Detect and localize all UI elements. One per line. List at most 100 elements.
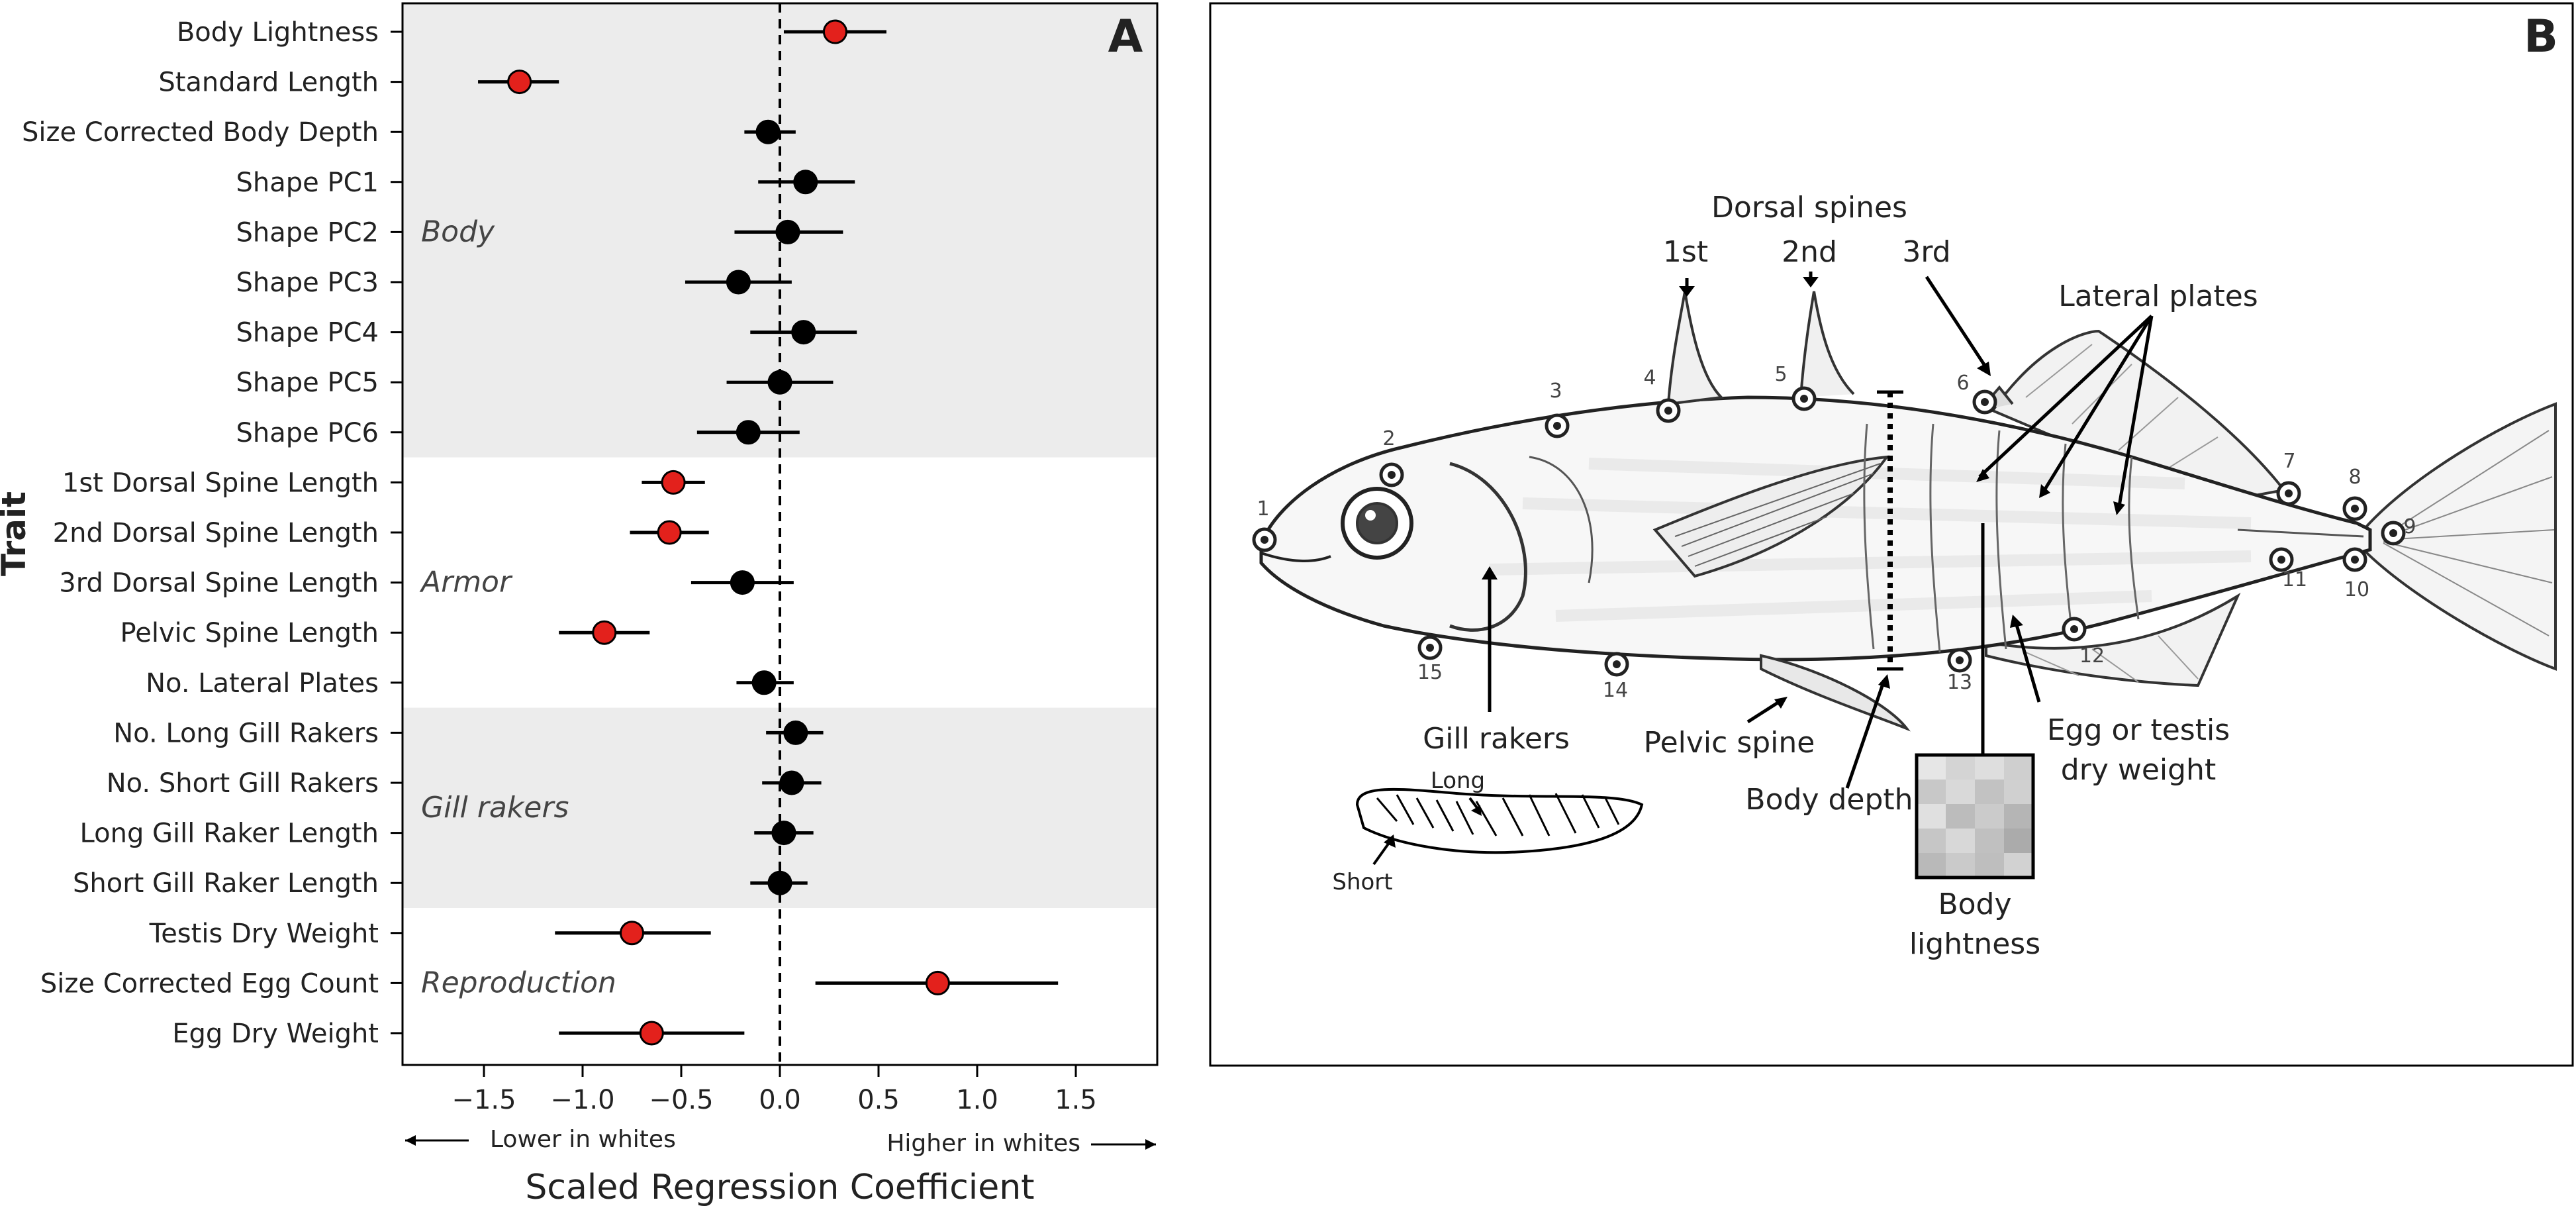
swatch-cell xyxy=(2004,829,2033,853)
swatch-cell xyxy=(2004,853,2033,878)
body-lightness-label-line2: lightness xyxy=(1909,927,2040,961)
coefficient-point xyxy=(779,770,804,795)
trait-label: Testis Dry Weight xyxy=(149,919,379,949)
landmark-label: 9 xyxy=(2403,515,2416,538)
coefficient-point xyxy=(736,420,761,445)
landmark-dot xyxy=(2351,505,2359,513)
x-tick-label: 0.0 xyxy=(759,1085,801,1115)
gill-rakers-label: Gill rakers xyxy=(1423,722,1570,756)
landmark-label: 10 xyxy=(2344,578,2369,601)
trait-label: Standard Length xyxy=(158,68,379,98)
coefficient-point xyxy=(657,520,682,545)
spine-1st-label: 1st xyxy=(1663,235,1708,269)
stickleback-illustration xyxy=(1259,291,2557,732)
trait-labels: Body Lightness Standard Length Size Correc… xyxy=(22,17,379,1049)
x-tick-label: 0.5 xyxy=(857,1085,900,1115)
coefficient-point xyxy=(767,370,792,395)
landmark-label: 7 xyxy=(2283,450,2295,473)
gill-raker-inset xyxy=(1355,787,1644,866)
swatch-cell xyxy=(1917,804,1946,829)
x-axis-title: Scaled Regression Coefficient xyxy=(525,1168,1034,1207)
long-raker-label: Long xyxy=(1431,768,1485,794)
trait-label: No. Short Gill Rakers xyxy=(107,768,379,799)
landmark-dot xyxy=(1800,395,1808,403)
landmark-dot xyxy=(1613,660,1621,668)
direction-lower-annotation: Lower in whites xyxy=(405,1126,676,1153)
landmark-dot xyxy=(2389,529,2397,537)
landmark-dot xyxy=(2070,625,2078,633)
swatch-cell xyxy=(1917,853,1946,878)
landmark-label: 8 xyxy=(2348,466,2361,489)
dorsal-spines-label: Dorsal spines xyxy=(1711,191,1907,225)
trait-label: Egg Dry Weight xyxy=(172,1019,379,1049)
body-depth-label: Body depth xyxy=(1745,783,1913,817)
annotation-arrows xyxy=(1482,272,2154,789)
landmark-label: 12 xyxy=(2079,644,2105,668)
group-label: Gill rakers xyxy=(421,791,569,825)
pelvic-spine-label: Pelvic spine xyxy=(1644,726,1815,760)
coefficient-point xyxy=(783,720,808,745)
trait-label: 1st Dorsal Spine Length xyxy=(62,468,379,498)
trait-label: Long Gill Raker Length xyxy=(80,819,379,849)
coefficient-point xyxy=(726,270,751,295)
lower-in-whites-label: Lower in whites xyxy=(490,1126,676,1153)
trait-label: 2nd Dorsal Spine Length xyxy=(53,518,379,548)
swatch-cell xyxy=(2004,780,2033,804)
landmark-dot xyxy=(1261,536,1268,544)
coefficient-point xyxy=(751,670,777,695)
coefficient-point xyxy=(639,1021,664,1046)
coefficient-point xyxy=(822,19,847,44)
swatch-cell xyxy=(1946,804,1975,829)
swatch-cell xyxy=(1975,755,2004,780)
landmark-dot xyxy=(1664,407,1672,415)
trait-label: Size Corrected Egg Count xyxy=(40,968,379,999)
lateral-plates-label: Lateral plates xyxy=(2058,279,2258,313)
landmark-label: 4 xyxy=(1643,366,1656,389)
x-tick-label: −0.5 xyxy=(649,1085,713,1115)
group-label: Body xyxy=(421,215,495,248)
trait-label: No. Lateral Plates xyxy=(146,668,379,699)
y-ticks xyxy=(391,30,403,1034)
spine-2nd-label: 2nd xyxy=(1782,235,1837,269)
coefficient-point xyxy=(730,570,755,595)
trait-label: Shape PC1 xyxy=(236,168,379,198)
x-axis-ticks: −1.5 −1.0 −0.5 0.0 0.5 1.0 1.5 xyxy=(452,1065,1097,1115)
egg-testis-label-line2: dry weight xyxy=(2061,753,2216,787)
swatch-cell xyxy=(1917,755,1946,780)
body-lightness-label-line1: Body xyxy=(1938,887,2011,921)
trait-label: Shape PC4 xyxy=(236,318,379,348)
group-labels: Body Armor Gill rakers Reproduction xyxy=(419,215,616,999)
landmark-dot xyxy=(1956,656,1964,664)
swatch-frame xyxy=(1915,753,2035,880)
trait-label: 3rd Dorsal Spine Length xyxy=(59,568,379,599)
swatch-cell xyxy=(2004,755,2033,780)
x-tick-label: 1.5 xyxy=(1055,1085,1097,1115)
fish-diagram-panel: B xyxy=(1209,2,2574,1067)
landmark-label: 14 xyxy=(1603,679,1628,702)
group-label: Reproduction xyxy=(421,966,616,999)
coefficient-point xyxy=(620,921,644,946)
landmark-label: 2 xyxy=(1382,427,1395,450)
coefficient-points xyxy=(507,19,950,1046)
trait-label: Pelvic Spine Length xyxy=(120,618,379,648)
y-axis-title: Trait xyxy=(0,491,33,576)
coefficient-point xyxy=(775,219,800,244)
coefficient-point xyxy=(661,470,686,495)
landmark-label: 3 xyxy=(1549,379,1562,403)
coefficient-point xyxy=(793,170,818,195)
landmark-dot xyxy=(2351,556,2359,564)
landmark-dot xyxy=(1981,398,1989,406)
x-tick-label: −1.5 xyxy=(452,1085,516,1115)
swatch-cell xyxy=(1975,804,2004,829)
panel-b-label: B xyxy=(2524,11,2558,63)
spine-3rd-label: 3rd xyxy=(1902,235,1950,269)
swatch-cell xyxy=(1946,780,1975,804)
swatch-cell xyxy=(1946,829,1975,853)
landmark-dot xyxy=(1388,471,1396,479)
coefficient-point xyxy=(755,119,781,144)
direction-higher-annotation: Higher in whites xyxy=(886,1130,1156,1157)
landmark-dot xyxy=(1426,644,1434,652)
swatch-cell xyxy=(1917,829,1946,853)
